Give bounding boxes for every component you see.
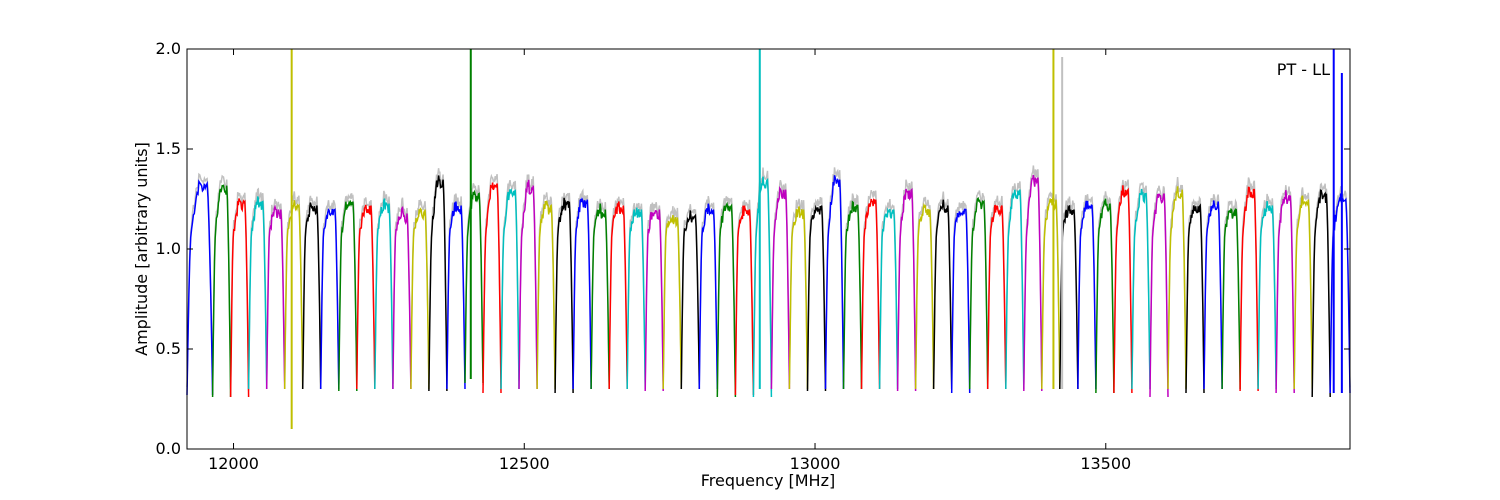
y-tick-label: 1.5 <box>156 139 181 158</box>
channel-trace <box>1203 200 1223 390</box>
channel-trace <box>301 202 322 390</box>
channel-trace <box>806 204 827 392</box>
channel-trace <box>716 201 737 398</box>
channel-trace <box>1149 193 1169 398</box>
channel-trace <box>1005 189 1025 390</box>
channel-trace <box>968 196 989 390</box>
x-tick-label: 13500 <box>1080 454 1131 473</box>
x-tick-label: 13000 <box>790 454 841 473</box>
channel-trace <box>824 175 845 390</box>
y-tick-label: 0.5 <box>156 339 181 358</box>
channel-trace <box>446 201 466 390</box>
channel-trace <box>1113 185 1133 394</box>
channel-trace <box>860 198 881 390</box>
channel-trace <box>572 196 592 390</box>
channel-trace <box>590 203 610 390</box>
spike-layer <box>290 49 1343 429</box>
channel-trace <box>752 176 773 398</box>
y-tick-label: 2.0 <box>156 39 181 58</box>
channel-trace <box>770 186 791 390</box>
x-tick-label: 12500 <box>499 454 550 473</box>
x-tick-label: 12000 <box>208 454 259 473</box>
series-layer <box>186 165 1351 398</box>
x-axis: 12000 12500 13000 13500 <box>208 49 1131 473</box>
channel-trace <box>878 207 899 390</box>
channel-trace <box>392 205 412 390</box>
channel-trace <box>788 206 809 390</box>
channel-trace <box>1275 190 1295 394</box>
baseline-label: PT - LL <box>1277 60 1330 79</box>
channel-trace <box>211 184 232 398</box>
channel-trace <box>283 200 304 390</box>
y-axis: 0.0 0.5 1.0 1.5 2.0 <box>156 39 1350 458</box>
channel-trace <box>229 198 250 398</box>
x-axis-label: Frequency [MHz] <box>701 471 835 490</box>
channel-trace <box>1257 200 1277 390</box>
channel-trace <box>410 207 430 390</box>
channel-trace <box>536 200 556 390</box>
y-tick-label: 1.0 <box>156 239 181 258</box>
channel-trace <box>1077 200 1097 390</box>
channel-trace <box>1311 189 1331 398</box>
channel-trace <box>950 208 971 394</box>
channel-trace <box>374 198 394 390</box>
channel-trace <box>554 197 574 394</box>
channel-trace <box>626 207 646 390</box>
channel-trace <box>518 179 538 390</box>
channel-trace <box>356 204 376 390</box>
channel-trace <box>914 202 935 390</box>
channel-trace <box>265 204 286 390</box>
y-axis-label: Amplitude [arbitrary units] <box>132 142 151 356</box>
plot-area <box>187 49 1350 449</box>
channel-trace <box>662 214 683 390</box>
channel-trace <box>1293 195 1313 390</box>
channel-trace <box>608 201 628 390</box>
channel-trace <box>1239 186 1259 392</box>
channel-trace <box>698 203 719 390</box>
channel-trace <box>1221 207 1241 390</box>
channel-trace <box>896 187 917 392</box>
channel-trace <box>464 189 484 384</box>
channel-trace <box>247 196 268 390</box>
channel-trace <box>338 199 358 392</box>
channel-trace <box>1095 198 1115 394</box>
y-tick-label: 0.0 <box>156 439 181 458</box>
channel-trace <box>1131 188 1151 390</box>
channel-trace <box>500 187 520 390</box>
channel-trace <box>428 175 448 392</box>
channel-trace <box>186 179 214 396</box>
channel-trace <box>1041 197 1061 390</box>
channel-trace <box>680 210 701 390</box>
channel-trace <box>1185 203 1205 394</box>
channel-trace <box>932 199 953 390</box>
channel-trace <box>1167 186 1187 390</box>
channel-trace <box>842 200 863 390</box>
channel-trace <box>644 209 664 392</box>
channel-trace <box>482 182 502 394</box>
channel-trace <box>734 205 755 396</box>
channel-trace <box>1023 174 1043 392</box>
channel-trace <box>986 204 1007 390</box>
channel-trace <box>319 208 340 390</box>
